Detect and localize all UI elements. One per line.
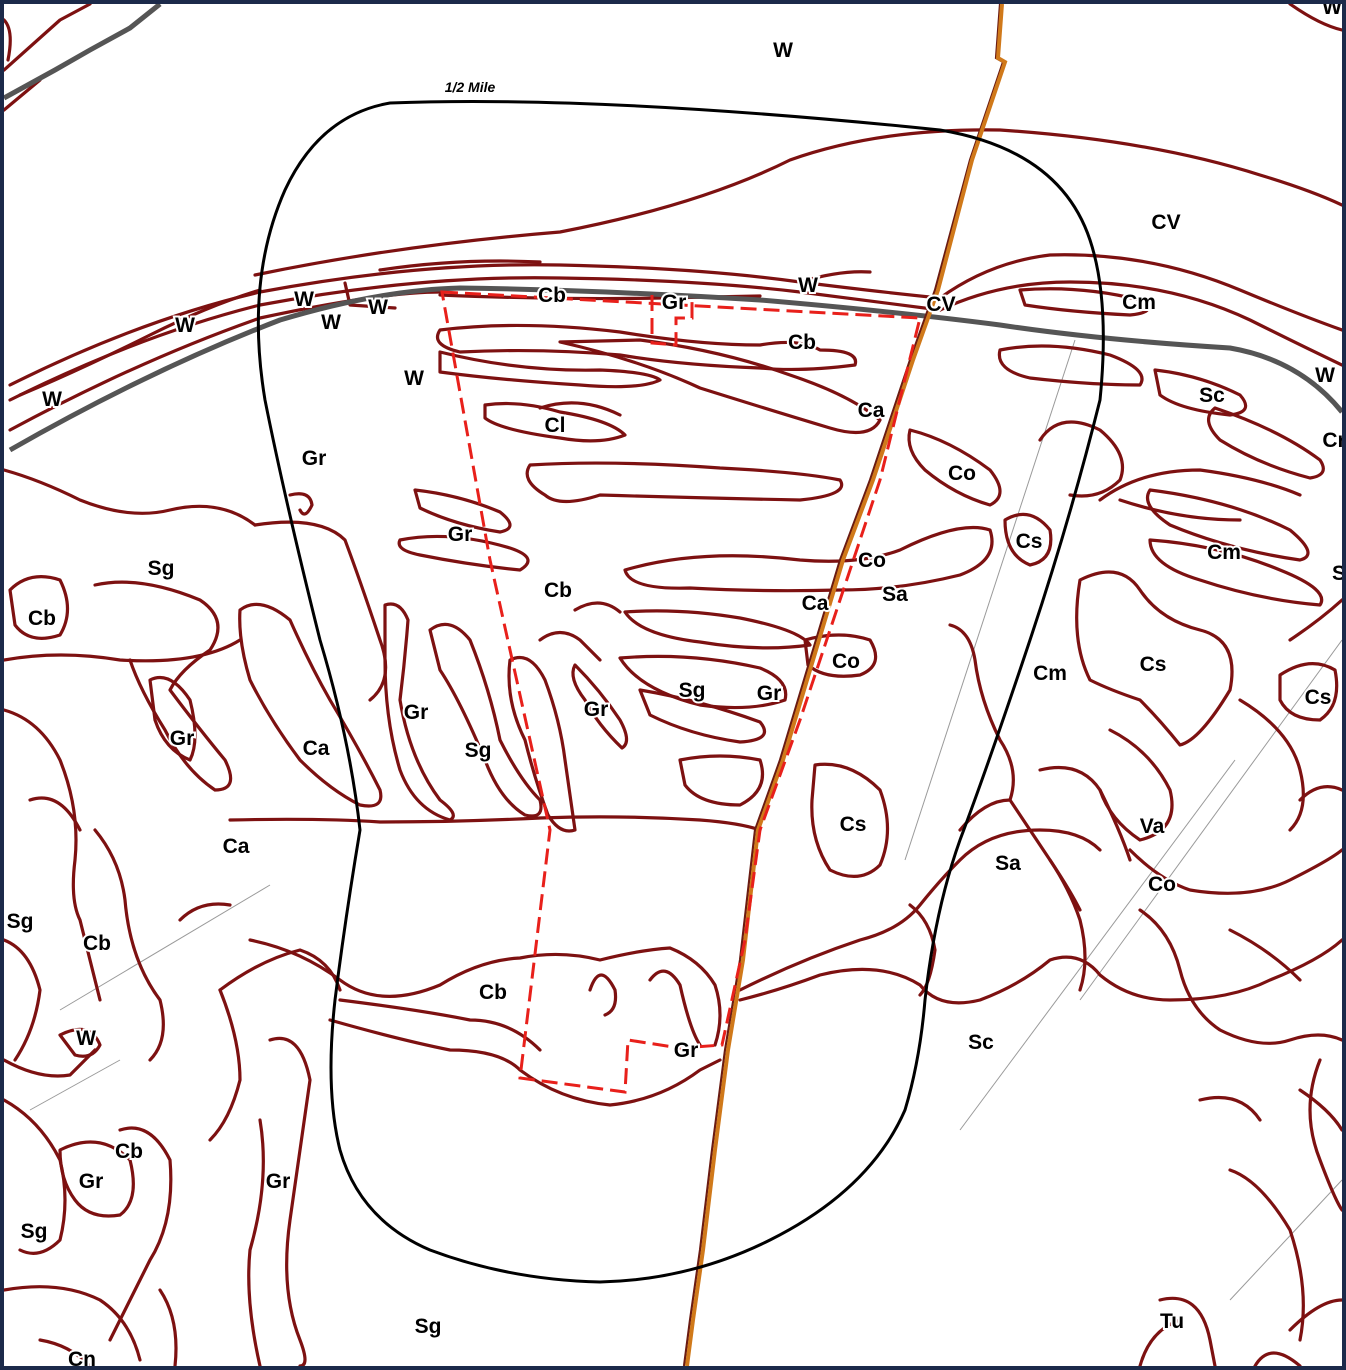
soil-label: Gr: [674, 1039, 699, 1062]
buffer-label: 1/2 Mile: [445, 79, 496, 95]
soil-label: Sc: [1199, 384, 1225, 407]
soil-label: W: [42, 388, 62, 411]
soil-label: W: [321, 311, 341, 334]
soil-label: W: [404, 367, 424, 390]
soil-label: Co: [858, 549, 886, 572]
soil-label: CV: [926, 293, 955, 316]
soil-label: Co: [948, 462, 976, 485]
soil-label: Ca: [223, 835, 250, 858]
soil-label: Gr: [448, 523, 473, 546]
county-line: [682, 4, 1008, 1366]
highway: [4, 4, 1342, 453]
soil-label: W: [798, 274, 818, 297]
soil-label: Cm: [1033, 662, 1067, 685]
soil-label: Sa: [995, 852, 1021, 875]
soil-label: W: [1322, 4, 1342, 19]
soil-label: Gr: [584, 698, 609, 721]
soil-label: Sg: [21, 1220, 48, 1243]
soil-label: W: [1315, 364, 1335, 387]
soil-label: Sa: [882, 583, 908, 606]
soil-label: Cm: [1122, 291, 1156, 314]
soil-labels: W W W W W W W W W CV CV Cb Gr Cb Cm Ca S…: [5, 4, 1342, 1366]
soil-label: Sg: [148, 557, 175, 580]
soil-label: Cb: [83, 932, 111, 955]
hairlines: [29, 339, 1342, 1301]
soil-label: Cn: [68, 1348, 96, 1366]
soil-label: W: [368, 296, 388, 319]
soil-label: Sg: [7, 910, 34, 933]
soil-label: Cb: [788, 331, 816, 354]
site-boundary: [440, 290, 922, 1094]
soil-label: Cr: [1322, 429, 1342, 452]
soil-label: Cb: [28, 607, 56, 630]
soil-label: Cb: [115, 1140, 143, 1163]
soil-label: Cb: [479, 981, 507, 1004]
soil-label: Ca: [858, 399, 885, 422]
soil-label: Ca: [802, 592, 829, 615]
soil-label: Gr: [757, 682, 782, 705]
soil-label: Va: [1140, 815, 1165, 838]
soil-label: Sg: [415, 1315, 442, 1338]
soil-label: Gr: [302, 447, 327, 470]
soil-label: Gr: [79, 1170, 104, 1193]
soil-label: Sg: [465, 739, 492, 762]
soil-label: Cm: [1207, 541, 1241, 564]
soil-map[interactable]: 1/2 Mile W W W W W W W W W CV CV Cb Gr C…: [4, 4, 1342, 1366]
soil-label: Sg: [679, 679, 706, 702]
soil-label: Cl: [545, 414, 566, 437]
soil-label: Gr: [404, 701, 429, 724]
soil-boundaries: [4, 4, 1342, 1366]
soil-label: Cs: [840, 813, 867, 836]
soil-label: Ca: [303, 737, 330, 760]
soil-label: Co: [832, 650, 860, 673]
soil-label: Cb: [544, 579, 572, 602]
soil-label: Co: [1148, 873, 1176, 896]
soil-label: S: [1332, 562, 1342, 585]
soil-label: Gr: [266, 1170, 291, 1193]
soil-label: W: [175, 314, 195, 337]
soil-label: Cs: [1016, 530, 1043, 553]
soil-label: W: [773, 39, 793, 62]
half-mile-buffer: [256, 100, 1105, 1284]
soil-label: CV: [1151, 211, 1180, 234]
soil-label: Gr: [662, 291, 687, 314]
soil-label: Cb: [538, 284, 566, 307]
soil-label: Tu: [1160, 1310, 1184, 1333]
soil-label: Sc: [968, 1031, 994, 1054]
soil-label: Cs: [1305, 686, 1332, 709]
soil-label: W: [294, 288, 314, 311]
soil-label: Cs: [1140, 653, 1167, 676]
soil-label: Gr: [170, 727, 195, 750]
soil-label: W: [76, 1027, 96, 1050]
